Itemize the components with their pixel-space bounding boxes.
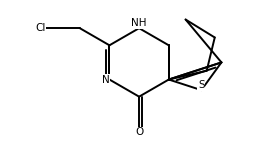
- Text: N: N: [102, 75, 109, 85]
- Text: NH: NH: [131, 18, 147, 28]
- Text: Cl: Cl: [35, 23, 46, 33]
- Text: O: O: [135, 127, 143, 137]
- Text: S: S: [198, 80, 205, 90]
